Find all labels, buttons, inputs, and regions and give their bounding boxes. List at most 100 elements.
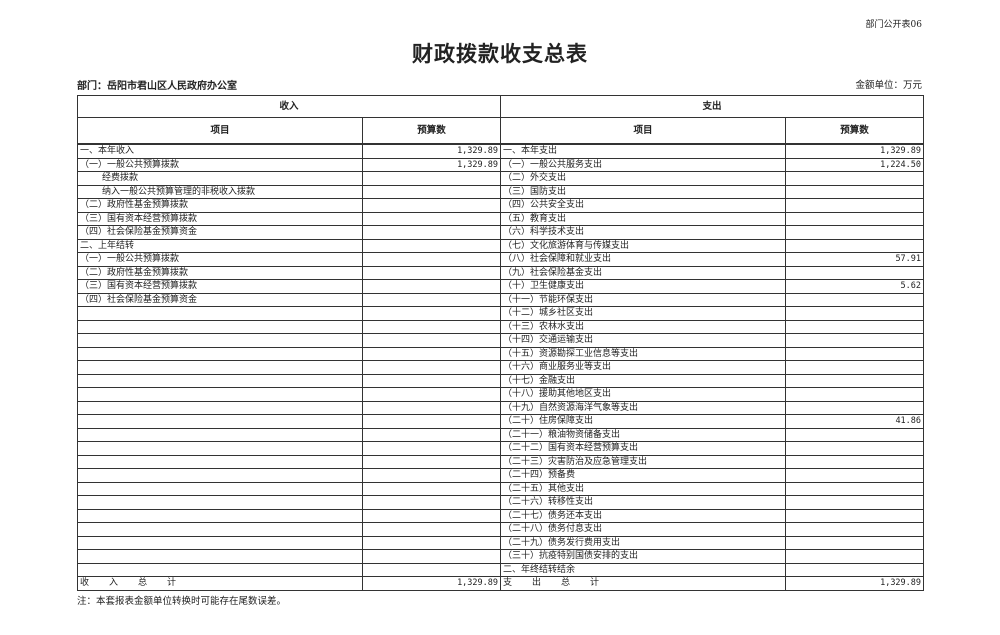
income-value-cell (361, 522, 502, 537)
income-value-cell (361, 481, 502, 496)
income-value-cell (361, 319, 502, 334)
income-item-cell (77, 360, 363, 375)
expense-item-cell: （三十）抗疫特别国债安排的支出 (500, 549, 787, 564)
income-value-cell (361, 535, 502, 550)
income-item-cell: 纳入一般公共预算管理的非税收入拨款 (77, 184, 363, 199)
income-budget-header: 预算数 (361, 117, 502, 145)
table-row: （二十）住房保障支出 41.86 (77, 414, 925, 429)
footnote: 注：本套报表金额单位转换时可能存在尾数误差。 (77, 596, 287, 607)
expense-value-cell (785, 373, 925, 388)
expense-item-cell: （二）外交支出 (500, 171, 787, 186)
income-item-cell (77, 333, 363, 348)
table-row: （十三）农林水支出 (77, 319, 925, 334)
income-total-value: 1,329.89 (361, 576, 502, 591)
income-value-cell (361, 562, 502, 577)
income-item-cell (77, 508, 363, 523)
income-value-cell (361, 211, 502, 226)
income-item-cell (77, 454, 363, 469)
income-item-cell (77, 414, 363, 429)
table-row: 纳入一般公共预算管理的非税收入拨款 （三）国防支出 (77, 184, 925, 199)
expense-item-cell: （十九）自然资源海洋气象等支出 (500, 400, 787, 415)
expense-item-cell: （二十）住房保障支出 (500, 414, 787, 429)
expense-value-cell (785, 508, 925, 523)
table-row: （二十六）转移性支出 (77, 495, 925, 510)
expense-item-header: 项目 (500, 117, 787, 145)
income-item-cell (77, 562, 363, 577)
expense-item-cell: （十六）商业服务业等支出 (500, 360, 787, 375)
expense-item-cell: （一）一般公共服务支出 (500, 157, 787, 172)
table-row: （二十八）债务付息支出 (77, 522, 925, 537)
expense-item-cell: （十七）金融支出 (500, 373, 787, 388)
table-row: （二十一）粮油物资储备支出 (77, 427, 925, 442)
expense-item-cell: （十二）城乡社区支出 (500, 306, 787, 321)
expense-value-cell (785, 265, 925, 280)
expense-value-cell: 1,224.50 (785, 157, 925, 172)
expense-item-cell: （二十五）其他支出 (500, 481, 787, 496)
expense-value-cell (785, 400, 925, 415)
income-item-cell: （三）国有资本经营预算拨款 (77, 279, 363, 294)
income-item-cell (77, 495, 363, 510)
table-row: （三）国有资本经营预算拨款 （十）卫生健康支出 5.62 (77, 279, 925, 294)
income-item-cell (77, 306, 363, 321)
income-item-cell (77, 373, 363, 388)
unit-label: 金额单位：万元 (855, 80, 922, 91)
expense-item-cell: （八）社会保障和就业支出 (500, 252, 787, 267)
expense-value-cell: 1,329.89 (785, 143, 925, 159)
expense-value-cell: 41.86 (785, 414, 925, 429)
income-value-cell (361, 184, 502, 199)
table-row: （二十五）其他支出 (77, 481, 925, 496)
income-value-cell (361, 292, 502, 307)
income-value-cell (361, 360, 502, 375)
table-row: （十二）城乡社区支出 (77, 306, 925, 321)
table-row: （三）国有资本经营预算拨款 （五）教育支出 (77, 211, 925, 226)
income-value-cell (361, 427, 502, 442)
table-row: （二十四）预备费 (77, 468, 925, 483)
expense-total-label: 支出总计 (500, 576, 787, 591)
expense-budget-header: 预算数 (785, 117, 925, 145)
table-row: （十九）自然资源海洋气象等支出 (77, 400, 925, 415)
income-value-cell (361, 225, 502, 240)
fiscal-summary-table: 收入 支出 项目 预算数 项目 预算数 一、本年收入 1,329.89 一、本年支出… (76, 95, 925, 591)
income-value-cell (361, 279, 502, 294)
table-row: （十四）交通运输支出 (77, 333, 925, 348)
expense-item-cell: （十八）援助其他地区支出 (500, 387, 787, 402)
expense-value-cell (785, 495, 925, 510)
expense-value-cell (785, 522, 925, 537)
expense-item-cell: 二、年终结转结余 (500, 562, 787, 577)
expense-value-cell: 57.91 (785, 252, 925, 267)
page-title: 财政拨款收支总表 (412, 41, 588, 66)
expense-item-cell: 一、本年支出 (500, 143, 787, 159)
expense-item-cell: （二十三）灾害防治及应急管理支出 (500, 454, 787, 469)
expense-value-cell (785, 319, 925, 334)
income-total-label: 收入总计 (77, 576, 363, 591)
table-row: （十八）援助其他地区支出 (77, 387, 925, 402)
income-value-cell: 1,329.89 (361, 157, 502, 172)
income-header: 收入 (76, 95, 502, 118)
table-row: （四）社会保险基金预算资金 （六）科学技术支出 (77, 225, 925, 240)
income-item-cell: 一、本年收入 (77, 143, 363, 159)
expense-total-value: 1,329.89 (785, 576, 925, 591)
income-item-cell: （二）政府性基金预算拨款 (77, 265, 363, 280)
expense-value-cell (785, 306, 925, 321)
expense-item-cell: （十四）交通运输支出 (500, 333, 787, 348)
table-row: 二、年终结转结余 (77, 562, 925, 577)
expense-value-cell (785, 535, 925, 550)
income-item-cell: 经费拨款 (77, 171, 363, 186)
form-number: 部门公开表06 (865, 20, 922, 30)
expense-value-cell (785, 211, 925, 226)
income-value-cell (361, 265, 502, 280)
income-item-cell (77, 441, 363, 456)
expense-value-cell (785, 454, 925, 469)
income-item-header: 项目 (77, 117, 363, 145)
department-label: 部门：岳阳市君山区人民政府办公室 (77, 81, 237, 92)
income-value-cell (361, 508, 502, 523)
expense-item-cell: （五）教育支出 (500, 211, 787, 226)
income-value-cell (361, 373, 502, 388)
table-row: （二十二）国有资本经营预算支出 (77, 441, 925, 456)
income-item-cell: 二、上年结转 (77, 238, 363, 253)
expense-value-cell (785, 468, 925, 483)
income-item-cell (77, 549, 363, 564)
expense-value-cell (785, 562, 925, 577)
income-value-cell (361, 414, 502, 429)
income-item-cell: （一）一般公共预算拨款 (77, 157, 363, 172)
